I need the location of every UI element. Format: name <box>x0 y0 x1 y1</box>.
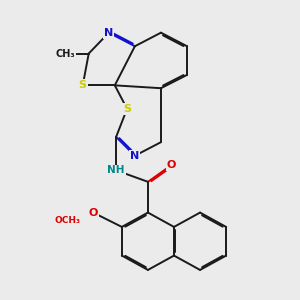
Text: OCH₃: OCH₃ <box>54 216 80 225</box>
Text: S: S <box>123 104 131 114</box>
Text: S: S <box>79 80 87 90</box>
Text: O: O <box>167 160 176 170</box>
Text: N: N <box>130 151 140 161</box>
Text: CH₃: CH₃ <box>56 49 75 58</box>
Text: O: O <box>88 208 98 218</box>
Text: N: N <box>104 28 113 38</box>
Text: NH: NH <box>107 165 125 175</box>
